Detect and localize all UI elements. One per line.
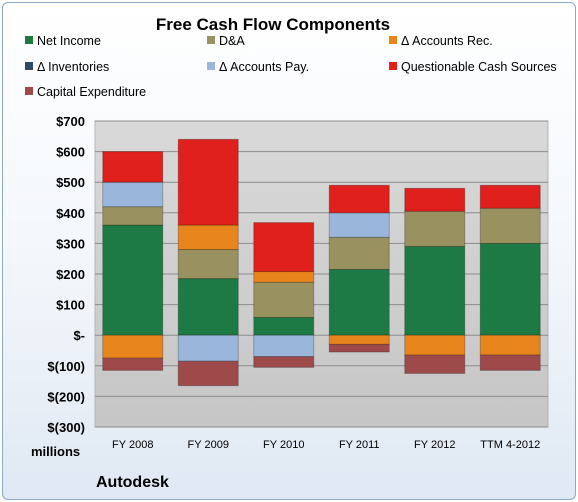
gridlines xyxy=(95,120,548,428)
x-tick-label: TTM 4-2012 xyxy=(480,439,540,451)
legend-label: Δ Inventories xyxy=(37,60,109,74)
y-tick-label: $700 xyxy=(56,114,85,129)
legend-label: Questionable Cash Sources xyxy=(401,60,557,74)
bar-segment: D&A: 60 xyxy=(102,206,164,226)
bar-segment: D&A: 95 xyxy=(177,249,239,280)
bar-segment: Δ Accounts Rec.: 80 xyxy=(177,224,239,251)
bar-segment: D&A: 115 xyxy=(253,281,315,318)
bar-segment: Net Income: 58 xyxy=(253,316,315,336)
bar-segment: Capital Expenditure: -60 xyxy=(404,354,466,374)
bar-segment: Questionable Cash Sources: 90 xyxy=(328,184,390,214)
bar-segment: Capital Expenditure: -40 xyxy=(102,357,164,371)
y-tick-label: $500 xyxy=(56,175,85,190)
bar-segment: Δ Accounts Rec.: -65 xyxy=(479,334,541,356)
x-tick-label: FY 2008 xyxy=(112,439,153,451)
bar-segment: Net Income: 360 xyxy=(102,224,164,336)
legend-swatch xyxy=(25,87,33,95)
x-tick-label: FY 2012 xyxy=(414,439,455,451)
legend-label: Capital Expenditure xyxy=(37,85,146,99)
legend-swatch xyxy=(389,62,397,70)
bar-segment: Questionable Cash Sources: 280 xyxy=(177,138,239,226)
legend-swatch xyxy=(207,62,215,70)
x-axis: FY 2008 FY 2009 FY 2010 FY 2011 FY 2012 TTM 4… xyxy=(112,439,540,451)
y-axis: $700 $600 $500 $400 $300 $200 $100 $- $(100) $(20… xyxy=(47,114,85,435)
units-label: millions xyxy=(31,444,80,459)
chart: Free Cash Flow Components Net Income D&A Δ… xyxy=(25,15,557,491)
legend: Net Income D&A Δ Accounts Rec. Δ Inventorie… xyxy=(25,34,557,99)
bar-segment: Net Income: 185 xyxy=(177,278,239,336)
bar-segment: Questionable Cash Sources: 75 xyxy=(479,184,541,209)
y-tick-label: $- xyxy=(73,328,85,343)
y-tick-label: $(300) xyxy=(47,420,85,435)
y-tick-label: $600 xyxy=(56,145,85,160)
y-tick-label: $100 xyxy=(56,298,85,313)
x-tick-label: FY 2010 xyxy=(263,439,304,451)
y-tick-label: $(100) xyxy=(47,359,85,374)
bars: Net Income: 360D&A: 60 Δ Accounts Rec.: -… xyxy=(102,138,541,387)
bar-segment: Δ Accounts Pay.: 80 xyxy=(102,181,164,208)
y-tick-label: $200 xyxy=(56,267,85,282)
bar-segment: Δ Accounts Pay.: 80 xyxy=(328,212,390,238)
y-tick-label: $400 xyxy=(56,206,85,221)
bar-segment: Net Income: 290 xyxy=(404,245,466,336)
bar-segment: Δ Accounts Rec.: 35 xyxy=(253,271,315,283)
bar-segment: Δ Accounts Rec.: -65 xyxy=(404,334,466,356)
bar-segment: Net Income: 215 xyxy=(328,268,390,336)
legend-label: Δ Accounts Pay. xyxy=(219,60,309,74)
legend-label: Δ Accounts Rec. xyxy=(401,34,493,48)
y-tick-label: $300 xyxy=(56,236,85,251)
bar-segment: Capital Expenditure: -50 xyxy=(479,354,541,371)
bar-segment: Net Income: 300 xyxy=(479,242,541,336)
legend-label: Net Income xyxy=(37,34,101,48)
bar-segment: Capital Expenditure: -35 xyxy=(253,356,315,368)
legend-label: D&A xyxy=(219,34,245,48)
bar-segment: Questionable Cash Sources: 75 xyxy=(404,187,466,212)
bar-segment: D&A: 105 xyxy=(328,236,390,270)
bar-segment: D&A: 115 xyxy=(404,210,466,247)
bar-segment: Questionable Cash Sources: 160 xyxy=(253,222,315,273)
bar-segment: D&A: 115 xyxy=(479,207,541,244)
bar-segment: Questionable Cash Sources: 100 xyxy=(102,151,164,183)
bar-segment: Δ Accounts Pay.: -70 xyxy=(253,334,315,358)
bar-segment: Δ Accounts Rec.: -75 xyxy=(102,334,164,359)
x-tick-label: FY 2011 xyxy=(339,439,380,451)
bar-segment: Capital Expenditure: -25 xyxy=(328,343,390,353)
bar-segment: Δ Accounts Pay.: -85 xyxy=(177,334,239,362)
bar-segment: Δ Accounts Rec.: -30 xyxy=(328,334,390,345)
legend-swatch xyxy=(207,36,215,44)
chart-title: Free Cash Flow Components xyxy=(156,15,390,34)
legend-swatch xyxy=(25,62,33,70)
y-tick-label: $(200) xyxy=(47,389,85,404)
bar-segment: Capital Expenditure: -80 xyxy=(177,360,239,387)
x-tick-label: FY 2009 xyxy=(188,439,229,451)
legend-swatch xyxy=(25,36,33,44)
company-label: Autodesk xyxy=(96,474,169,491)
legend-swatch xyxy=(389,36,397,44)
